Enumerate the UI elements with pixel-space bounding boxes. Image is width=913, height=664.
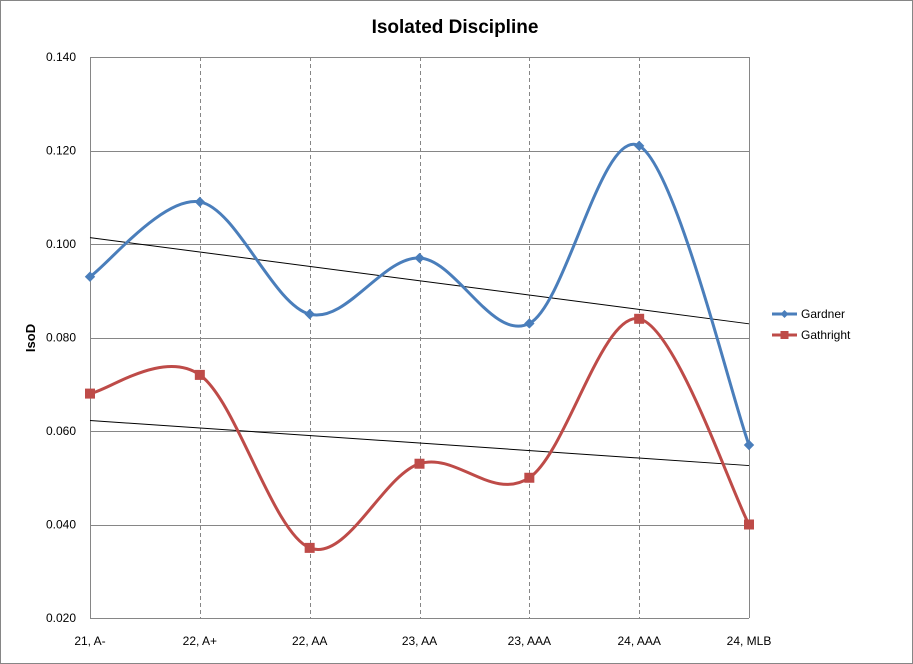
chart-title: Isolated Discipline [372, 17, 539, 38]
x-tick-label: 23, AAA [508, 634, 551, 648]
x-tick-label: 21, A- [74, 634, 105, 648]
y-axis-title: IsoD [23, 324, 38, 352]
x-tick-label: 24, AAA [617, 634, 660, 648]
data-point-gardner [304, 308, 315, 320]
data-point-gathright [744, 519, 754, 530]
y-tick-label: 0.060 [46, 424, 76, 438]
y-tick-label: 0.040 [46, 518, 76, 532]
grid-lines [90, 57, 750, 619]
trendline-gathright [89, 419, 750, 467]
x-tick-label: 22, AA [292, 634, 327, 648]
data-point-gathright [304, 542, 315, 553]
data-series [84, 140, 755, 553]
legend-marker-gathright [780, 331, 789, 339]
y-tick-label: 0.100 [46, 237, 76, 251]
trendlines [89, 237, 750, 467]
x-tick-label: 22, A+ [183, 634, 217, 648]
data-point-gardner [524, 318, 535, 329]
data-point-gardner [414, 252, 425, 264]
data-point-gardner [633, 140, 645, 152]
data-point-gathright [634, 313, 645, 324]
y-tick-label: 0.080 [46, 331, 76, 345]
data-point-gardner [84, 271, 96, 282]
legend-label-gathright: Gathright [801, 328, 851, 342]
data-point-gathright [85, 388, 95, 399]
y-tick-label: 0.140 [46, 50, 76, 64]
legend-marker-gardner [780, 310, 789, 318]
data-point-gathright [524, 472, 535, 483]
trendline-gardner [89, 237, 750, 325]
x-axis-ticks: 21, A- 22, A+ 22, AA 23, AA 23, AAA 24, AAA 24… [74, 634, 771, 648]
y-tick-label: 0.120 [46, 144, 76, 158]
series-line-gardner [89, 142, 751, 446]
x-tick-label: 24, MLB [727, 634, 772, 648]
y-axis-ticks: 0.020 0.040 0.060 0.080 0.100 0.120 0.140 [46, 50, 76, 625]
data-point-gathright [414, 458, 425, 469]
y-tick-label: 0.020 [46, 611, 76, 625]
legend: Gardner Gathright [772, 307, 851, 342]
series-line-gathright [89, 317, 751, 552]
data-point-gardner [743, 439, 755, 451]
data-point-gardner [194, 196, 206, 208]
data-point-gathright [194, 369, 205, 380]
x-tick-label: 23, AA [402, 634, 437, 648]
legend-label-gardner: Gardner [801, 307, 845, 321]
